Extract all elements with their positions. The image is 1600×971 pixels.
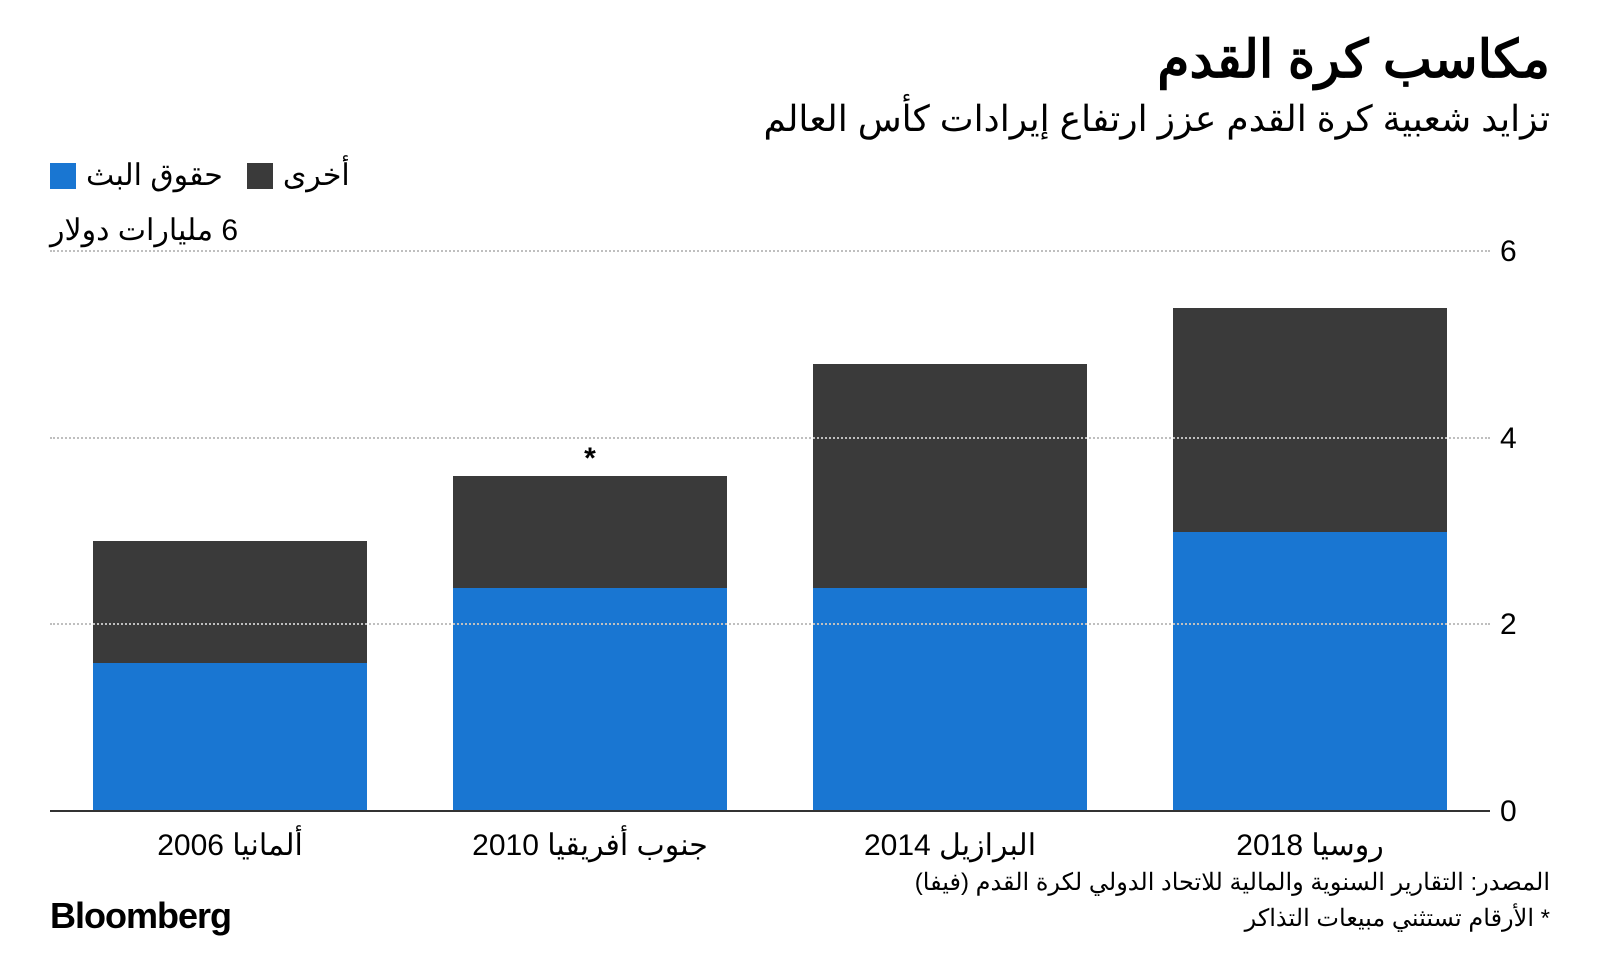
footnote-text: * الأرقام تستثني مبيعات التذاكر (915, 901, 1550, 937)
y-tick-label: 0 (1500, 795, 1540, 829)
bar-segment-series2 (813, 364, 1087, 588)
chart-title: مكاسب كرة القدم (50, 30, 1550, 90)
bar-segment-series1 (453, 588, 727, 812)
footer-notes: المصدر: التقارير السنوية والمالية للاتحا… (915, 865, 1550, 937)
legend: حقوق البث أخرى (50, 158, 1550, 193)
x-tick-label: البرازيل 2014 (813, 828, 1087, 863)
bar-segment-series1 (813, 588, 1087, 812)
legend-label-series2: أخرى (283, 158, 350, 193)
y-tick-label: 6 (1500, 235, 1540, 269)
bar-stack (1173, 308, 1447, 812)
x-tick-label: جنوب أفريقيا 2010 (453, 828, 727, 863)
asterisk-icon: * (584, 442, 596, 476)
bar-group (1173, 308, 1447, 812)
bar-group: * (453, 476, 727, 812)
legend-label-series1: حقوق البث (86, 158, 223, 193)
bars-container: * (50, 252, 1490, 812)
gridline (50, 623, 1490, 625)
y-tick-label: 4 (1500, 422, 1540, 456)
bar-segment-series1 (1173, 532, 1447, 812)
bar-segment-series2 (1173, 308, 1447, 532)
brand-logo: Bloomberg (50, 895, 231, 937)
legend-item-series2: أخرى (247, 158, 350, 193)
source-text: المصدر: التقارير السنوية والمالية للاتحا… (915, 865, 1550, 901)
bar-stack (93, 541, 367, 812)
bar-segment-series2 (453, 476, 727, 588)
bar-group (93, 541, 367, 812)
legend-swatch-series1 (50, 163, 76, 189)
bar-stack (813, 364, 1087, 812)
x-tick-label: روسيا 2018 (1173, 828, 1447, 863)
plot-area: * 0246 (50, 252, 1490, 812)
chart-subtitle: تزايد شعبية كرة القدم عزز ارتفاع إيرادات… (50, 98, 1550, 140)
bar-stack (453, 476, 727, 812)
bar-segment-series2 (93, 541, 367, 662)
gridline (50, 437, 1490, 439)
legend-item-series1: حقوق البث (50, 158, 223, 193)
bar-segment-series1 (93, 663, 367, 812)
y-axis-unit: 6 مليارات دولار (50, 213, 1550, 248)
x-tick-label: ألمانيا 2006 (93, 828, 367, 863)
y-tick-label: 2 (1500, 608, 1540, 642)
baseline (50, 810, 1490, 812)
legend-swatch-series2 (247, 163, 273, 189)
gridline (50, 250, 1490, 252)
x-axis-labels: ألمانيا 2006 جنوب أفريقيا 2010 البرازيل 20… (50, 828, 1550, 863)
bar-group (813, 364, 1087, 812)
chart-area: * 0246 (50, 252, 1550, 812)
